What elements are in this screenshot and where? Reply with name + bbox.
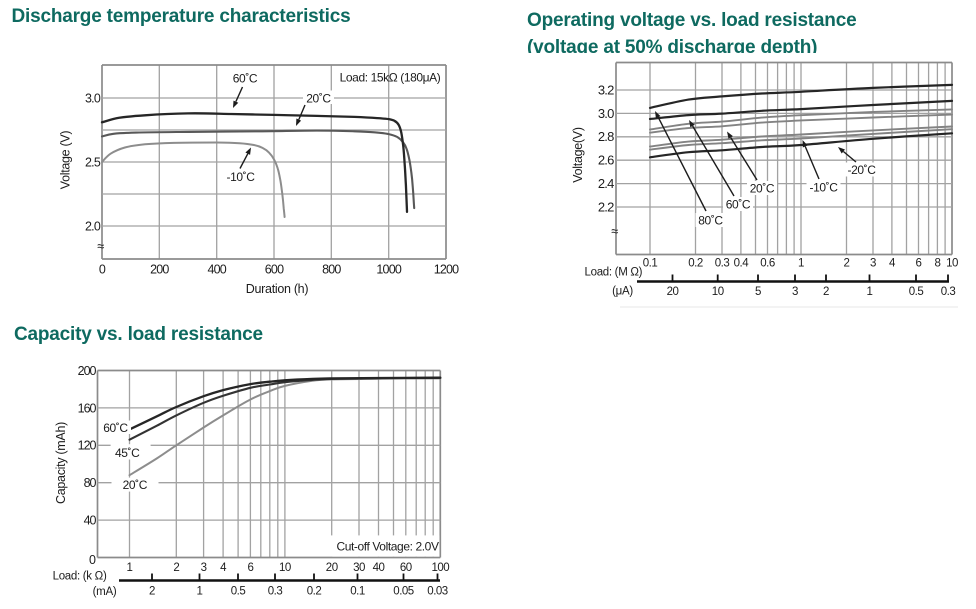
svg-text:1: 1	[197, 586, 203, 598]
svg-text:0.3: 0.3	[941, 286, 956, 298]
svg-text:0.5: 0.5	[909, 286, 924, 298]
svg-text:Capacity (mAh): Capacity (mAh)	[54, 422, 68, 504]
svg-text:Voltage(V): Voltage(V)	[571, 127, 585, 183]
svg-text:2.5: 2.5	[85, 155, 101, 169]
svg-text:4: 4	[889, 258, 896, 270]
svg-text:80˚C: 80˚C	[698, 214, 723, 228]
svg-text:60˚C: 60˚C	[233, 72, 258, 86]
svg-text:4: 4	[220, 562, 227, 574]
svg-text:6: 6	[247, 562, 253, 574]
svg-text:1: 1	[867, 286, 873, 298]
svg-text:20˚C: 20˚C	[123, 478, 148, 492]
svg-text:-10˚C: -10˚C	[809, 181, 838, 195]
svg-text:60: 60	[400, 562, 412, 574]
svg-text:≈: ≈	[97, 239, 104, 254]
svg-text:120: 120	[78, 439, 97, 453]
svg-text:3: 3	[870, 258, 876, 270]
svg-text:3.0: 3.0	[598, 106, 614, 121]
svg-text:20˚C: 20˚C	[750, 182, 775, 196]
svg-text:2: 2	[823, 286, 829, 298]
svg-text:0.3: 0.3	[715, 258, 730, 270]
svg-text:0.1: 0.1	[350, 586, 365, 598]
svg-text:400: 400	[207, 263, 226, 277]
svg-text:Load: (k Ω): Load: (k Ω)	[53, 571, 107, 583]
svg-text:0.05: 0.05	[393, 586, 413, 598]
svg-text:2.6: 2.6	[598, 153, 614, 168]
svg-text:2.8: 2.8	[598, 129, 614, 144]
svg-text:1: 1	[127, 562, 133, 574]
svg-text:Load: (M Ω): Load: (M Ω)	[585, 267, 643, 279]
svg-text:40: 40	[373, 562, 385, 574]
svg-text:10: 10	[712, 286, 724, 298]
svg-text:3.2: 3.2	[598, 82, 614, 97]
svg-text:-10˚C: -10˚C	[226, 170, 255, 184]
svg-text:3: 3	[792, 286, 798, 298]
svg-text:2.4: 2.4	[598, 176, 614, 191]
svg-text:0: 0	[89, 553, 96, 567]
svg-text:2: 2	[149, 586, 155, 598]
svg-text:2.2: 2.2	[598, 199, 614, 214]
svg-text:0.2: 0.2	[688, 258, 703, 270]
svg-text:0: 0	[99, 263, 106, 277]
svg-text:200: 200	[150, 263, 169, 277]
svg-text:5: 5	[755, 286, 761, 298]
svg-text:60˚C: 60˚C	[726, 198, 751, 212]
svg-text:8: 8	[934, 258, 940, 270]
svg-text:0.6: 0.6	[760, 258, 775, 270]
svg-text:20˚C: 20˚C	[306, 92, 331, 106]
svg-text:1200: 1200	[434, 263, 459, 277]
svg-text:160: 160	[78, 401, 97, 415]
svg-text:(μA): (μA)	[612, 286, 633, 298]
svg-text:Voltage (V): Voltage (V)	[59, 131, 73, 190]
svg-text:0.4: 0.4	[734, 258, 750, 270]
svg-text:Cut-off Voltage: 2.0V: Cut-off Voltage: 2.0V	[336, 540, 439, 554]
svg-text:3.0: 3.0	[85, 91, 101, 105]
svg-text:20: 20	[667, 286, 679, 298]
svg-text:60˚C: 60˚C	[103, 421, 128, 435]
svg-text:6: 6	[916, 258, 922, 270]
svg-text:45˚C: 45˚C	[115, 446, 140, 460]
svg-text:0.03: 0.03	[427, 586, 447, 598]
svg-text:200: 200	[78, 364, 97, 378]
svg-text:2.0: 2.0	[85, 219, 101, 233]
svg-text:0.5: 0.5	[231, 586, 246, 598]
svg-text:20: 20	[326, 562, 338, 574]
svg-text:30: 30	[353, 562, 365, 574]
svg-text:(mA): (mA)	[93, 586, 117, 598]
svg-text:0.3: 0.3	[268, 586, 283, 598]
svg-text:80: 80	[84, 476, 97, 490]
svg-text:Duration (h): Duration (h)	[246, 282, 309, 296]
svg-text:800: 800	[322, 263, 341, 277]
svg-text:600: 600	[265, 263, 284, 277]
svg-text:0.1: 0.1	[643, 258, 658, 270]
svg-text:1: 1	[798, 258, 804, 270]
svg-text:40: 40	[84, 514, 97, 528]
svg-text:-20˚C: -20˚C	[847, 163, 876, 177]
svg-text:10: 10	[946, 258, 958, 270]
svg-text:100: 100	[431, 562, 449, 574]
svg-text:10: 10	[279, 562, 291, 574]
svg-text:1000: 1000	[376, 263, 401, 277]
svg-text:0.2: 0.2	[307, 586, 322, 598]
svg-text:≈: ≈	[611, 224, 618, 239]
svg-text:2: 2	[844, 258, 850, 270]
svg-text:2: 2	[173, 562, 179, 574]
svg-text:3: 3	[201, 562, 207, 574]
svg-text:Load: 15kΩ (180μA): Load: 15kΩ (180μA)	[340, 71, 441, 85]
